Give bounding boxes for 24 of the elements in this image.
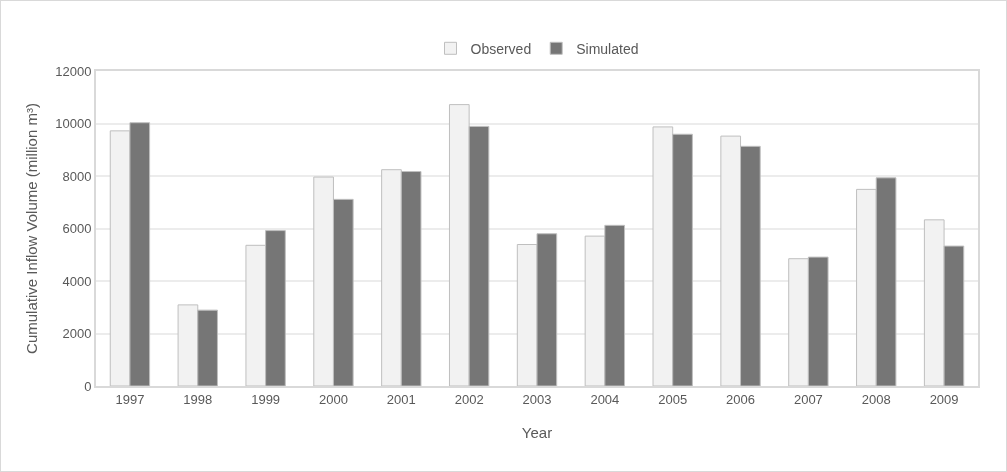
x-tick-label: 2004 bbox=[590, 391, 620, 407]
legend-label: Simulated bbox=[576, 40, 639, 57]
x-tick-label: 2005 bbox=[658, 391, 688, 407]
y-tick-label: 2000 bbox=[62, 326, 92, 342]
y-tick-label: 8000 bbox=[62, 168, 92, 184]
x-tick-label: 2000 bbox=[319, 391, 348, 407]
x-tick-label: 2008 bbox=[861, 391, 891, 407]
x-tick-label: 2003 bbox=[522, 391, 552, 407]
y-axis-title: Cumulative Inflow Volume (million m³) bbox=[22, 103, 40, 354]
y-tick-label: 10000 bbox=[55, 116, 92, 132]
x-tick-label: 2002 bbox=[454, 391, 484, 407]
x-tick-label: 1998 bbox=[183, 391, 213, 407]
x-tick-label: 2009 bbox=[929, 391, 959, 407]
x-tick-label: 2001 bbox=[386, 391, 416, 407]
y-tick-label: 6000 bbox=[62, 221, 92, 237]
x-tick-label: 1997 bbox=[115, 391, 145, 407]
x-tick-label: 2007 bbox=[793, 391, 823, 407]
legend-label: Observed bbox=[470, 40, 532, 57]
x-tick-label: 1999 bbox=[251, 391, 281, 407]
x-axis-title: Year bbox=[521, 424, 553, 442]
y-tick-label: 12000 bbox=[55, 63, 92, 79]
y-tick-label: 4000 bbox=[62, 273, 92, 289]
x-tick-label: 2006 bbox=[726, 391, 755, 407]
y-tick-label: 0 bbox=[84, 378, 92, 394]
